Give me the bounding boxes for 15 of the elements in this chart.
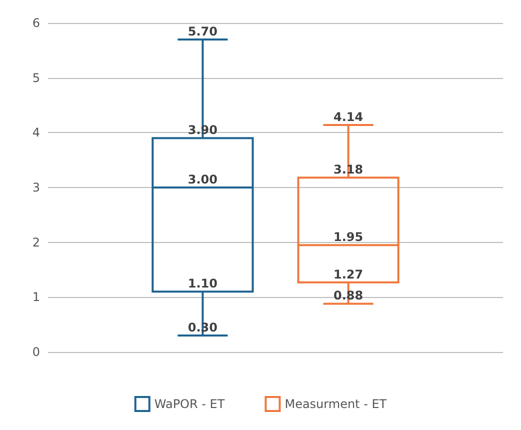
text: 3.00	[188, 172, 218, 186]
y-tick-label: 5	[32, 70, 40, 85]
legend-label: WaPOR - ET	[154, 397, 226, 411]
y-tick-label: 4	[32, 126, 40, 140]
text: 1.95	[333, 230, 364, 244]
y-tick-label: 1	[32, 290, 40, 304]
legend-label: Measurment - ET	[284, 397, 388, 411]
y-tick-label: 2	[32, 235, 40, 250]
text: 5.70	[188, 24, 218, 38]
y-tick-label: 3	[32, 180, 40, 194]
y-tick-label: 6	[32, 16, 40, 30]
text: 1.10	[188, 276, 218, 291]
text: 1.27	[333, 267, 364, 282]
y-tick-label: 0	[32, 345, 40, 359]
text: 4.14	[333, 110, 364, 124]
